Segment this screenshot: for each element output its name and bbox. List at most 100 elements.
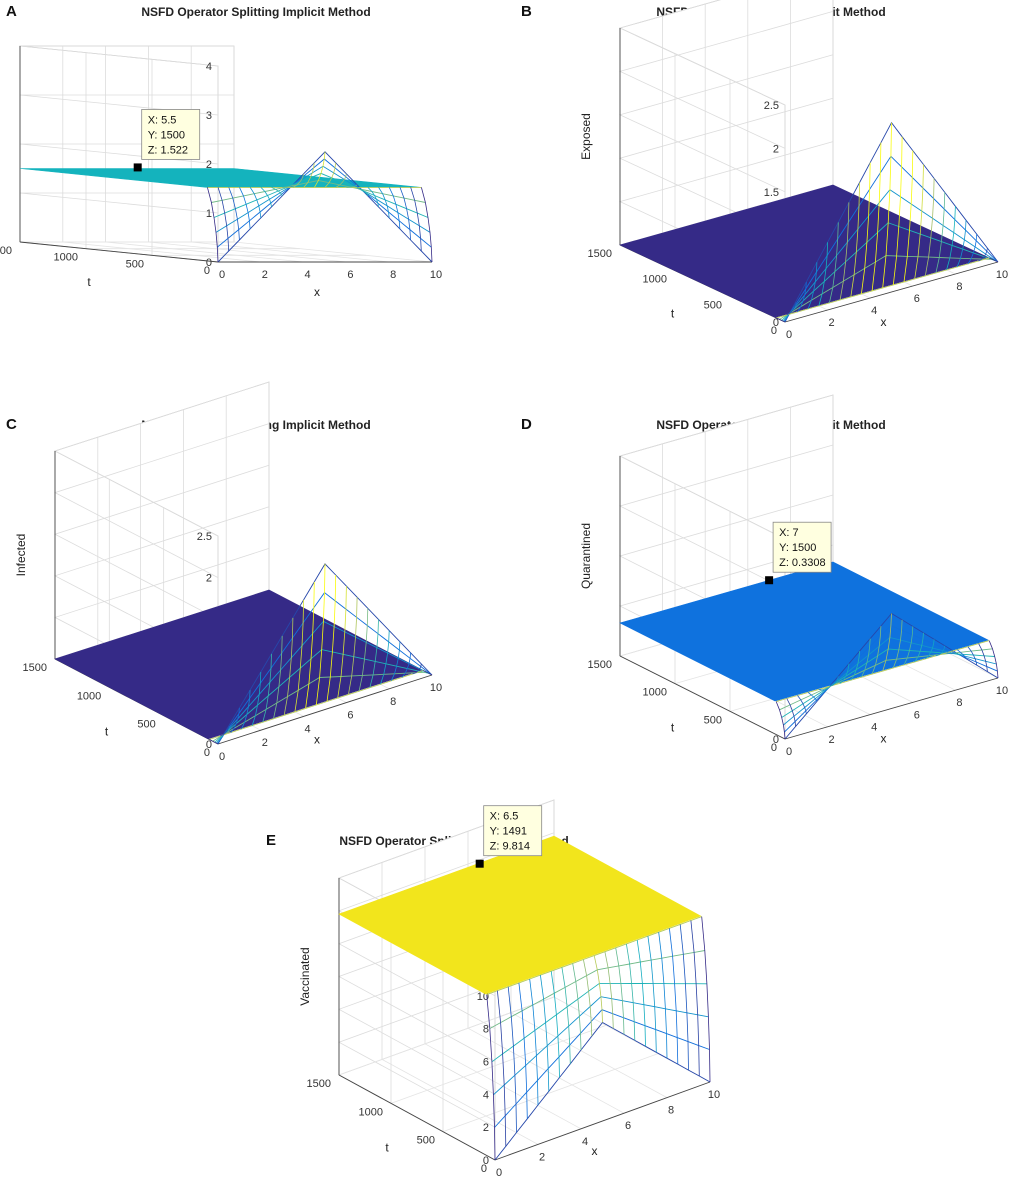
x-tick-label: 4 (305, 269, 311, 281)
x-axis-line (494, 1081, 711, 1161)
x-tick-label: 10 (708, 1089, 720, 1101)
surface-mesh-line (357, 187, 369, 197)
x-axis-label: x (592, 1144, 598, 1158)
t-tick-label: 1500 (23, 662, 47, 674)
datatip-box (772, 521, 832, 573)
surface-mesh-line (967, 234, 978, 265)
surface (619, 561, 999, 740)
t-tick-label: 1000 (359, 1106, 383, 1118)
surface-mesh-line (324, 162, 337, 188)
surface (54, 563, 433, 745)
x-tick-label: 6 (625, 1120, 631, 1132)
surface-mesh-line (486, 994, 496, 1161)
surface-mesh-line (989, 257, 999, 263)
t-tick-label: 1500 (588, 659, 612, 671)
surface-mesh-line (273, 635, 283, 719)
z-tick-label: 3 (206, 110, 212, 122)
t-tick-label: 0 (771, 742, 777, 754)
surface-mesh-line (251, 671, 262, 726)
surface-mesh-line (829, 676, 839, 687)
surface-mesh-line (669, 928, 679, 1065)
x-tick-label: 10 (430, 682, 442, 694)
surface-mesh-line (486, 916, 702, 996)
surface-mesh-line (529, 978, 539, 1106)
panel-letter: D (521, 416, 532, 433)
surface-plot-c: CNSFD Operator Splitting Implicit Method… (6, 381, 442, 763)
z-tick-label: 2 (206, 159, 212, 171)
surface-mesh-line (946, 651, 956, 654)
x-tick-label: 2 (829, 734, 835, 746)
surface-mesh-line (978, 643, 988, 672)
surface-mesh-line (583, 959, 593, 1037)
surface-mesh-line (967, 646, 978, 666)
surface-mesh-line (956, 220, 967, 268)
x-floor-gridline (148, 241, 347, 263)
surface-mesh-line (786, 698, 796, 727)
t-axis-line (338, 1074, 496, 1161)
x-tick-label: 8 (390, 696, 396, 708)
datatip: X: 7 Y: 1500 Z: 0.3308 (765, 521, 832, 585)
x-axis-label: x (314, 733, 320, 747)
surface-mesh-line (593, 955, 603, 1023)
t-tick-label: 1000 (54, 252, 78, 264)
x-axis-line (784, 677, 999, 740)
panel-letter: B (521, 3, 532, 20)
x-tick-label: 6 (347, 269, 353, 281)
surface-mesh-line (346, 184, 358, 188)
t-floor-gridline (338, 996, 555, 1076)
surface-mesh-line (935, 645, 946, 657)
surface-mesh-line (892, 619, 903, 669)
surface-mesh-line (294, 599, 304, 712)
surface-mesh-line (315, 563, 326, 706)
t-tick-label: 0 (204, 747, 210, 759)
z-tick-label: 0 (206, 739, 212, 751)
z-tick-label: 2.5 (764, 100, 779, 112)
surface-mesh-line (647, 936, 657, 1053)
surface-mesh-line (604, 951, 614, 1029)
x-floor-gridline (62, 241, 261, 263)
surface (338, 835, 711, 1161)
surface-mesh-line (314, 151, 326, 188)
datatip-y: Y: 1500 (148, 129, 185, 141)
surface-mesh-line (882, 122, 892, 288)
surface-mesh-line (701, 916, 711, 1083)
datatip-z: Z: 1.522 (148, 144, 188, 156)
surface-mesh-line (839, 663, 850, 684)
x-axis-line (784, 261, 999, 323)
surface-mesh-line (839, 202, 850, 300)
axes-grid (19, 45, 433, 263)
surface-mesh-line (861, 638, 871, 678)
surface-plateau (54, 589, 423, 740)
datatip-x: X: 5.5 (148, 114, 177, 126)
surface-mesh-line (882, 613, 892, 672)
panel-letter: C (6, 416, 17, 433)
t-tick-label: 1000 (643, 687, 667, 699)
z-tick-label: 0 (483, 1155, 489, 1167)
z-tick-label: 0 (206, 257, 212, 269)
surface-mesh-line (903, 150, 914, 282)
surface-plot-a: A NSFD Operator Splitting Implicit Method… (0, 3, 442, 299)
panel-a: A NSFD Operator Splitting Implicit Method… (0, 0, 515, 400)
x-tick-label: 4 (871, 722, 877, 734)
surface-mesh-line (925, 639, 935, 660)
surface-mesh-line (378, 187, 390, 218)
surface-mesh-line (241, 689, 251, 730)
z-tick-label: 0 (773, 317, 779, 329)
z-tick-label: 6 (483, 1057, 489, 1069)
surface-mesh-line (797, 695, 807, 714)
t-floor-gridline (390, 1024, 607, 1104)
surface-plateau (619, 184, 989, 318)
z-tick-label: 2 (773, 143, 779, 155)
surface-mesh-line (572, 963, 582, 1051)
surface-plateau (338, 835, 702, 995)
surface-mesh-line (260, 187, 272, 207)
x-floor-gridline (105, 241, 304, 263)
x-tick-label: 0 (219, 751, 225, 763)
surface-mesh-line (399, 187, 411, 241)
x-tick-label: 0 (786, 329, 792, 341)
surface-mesh-line (326, 574, 337, 702)
t-tick-label: 1000 (643, 274, 667, 286)
